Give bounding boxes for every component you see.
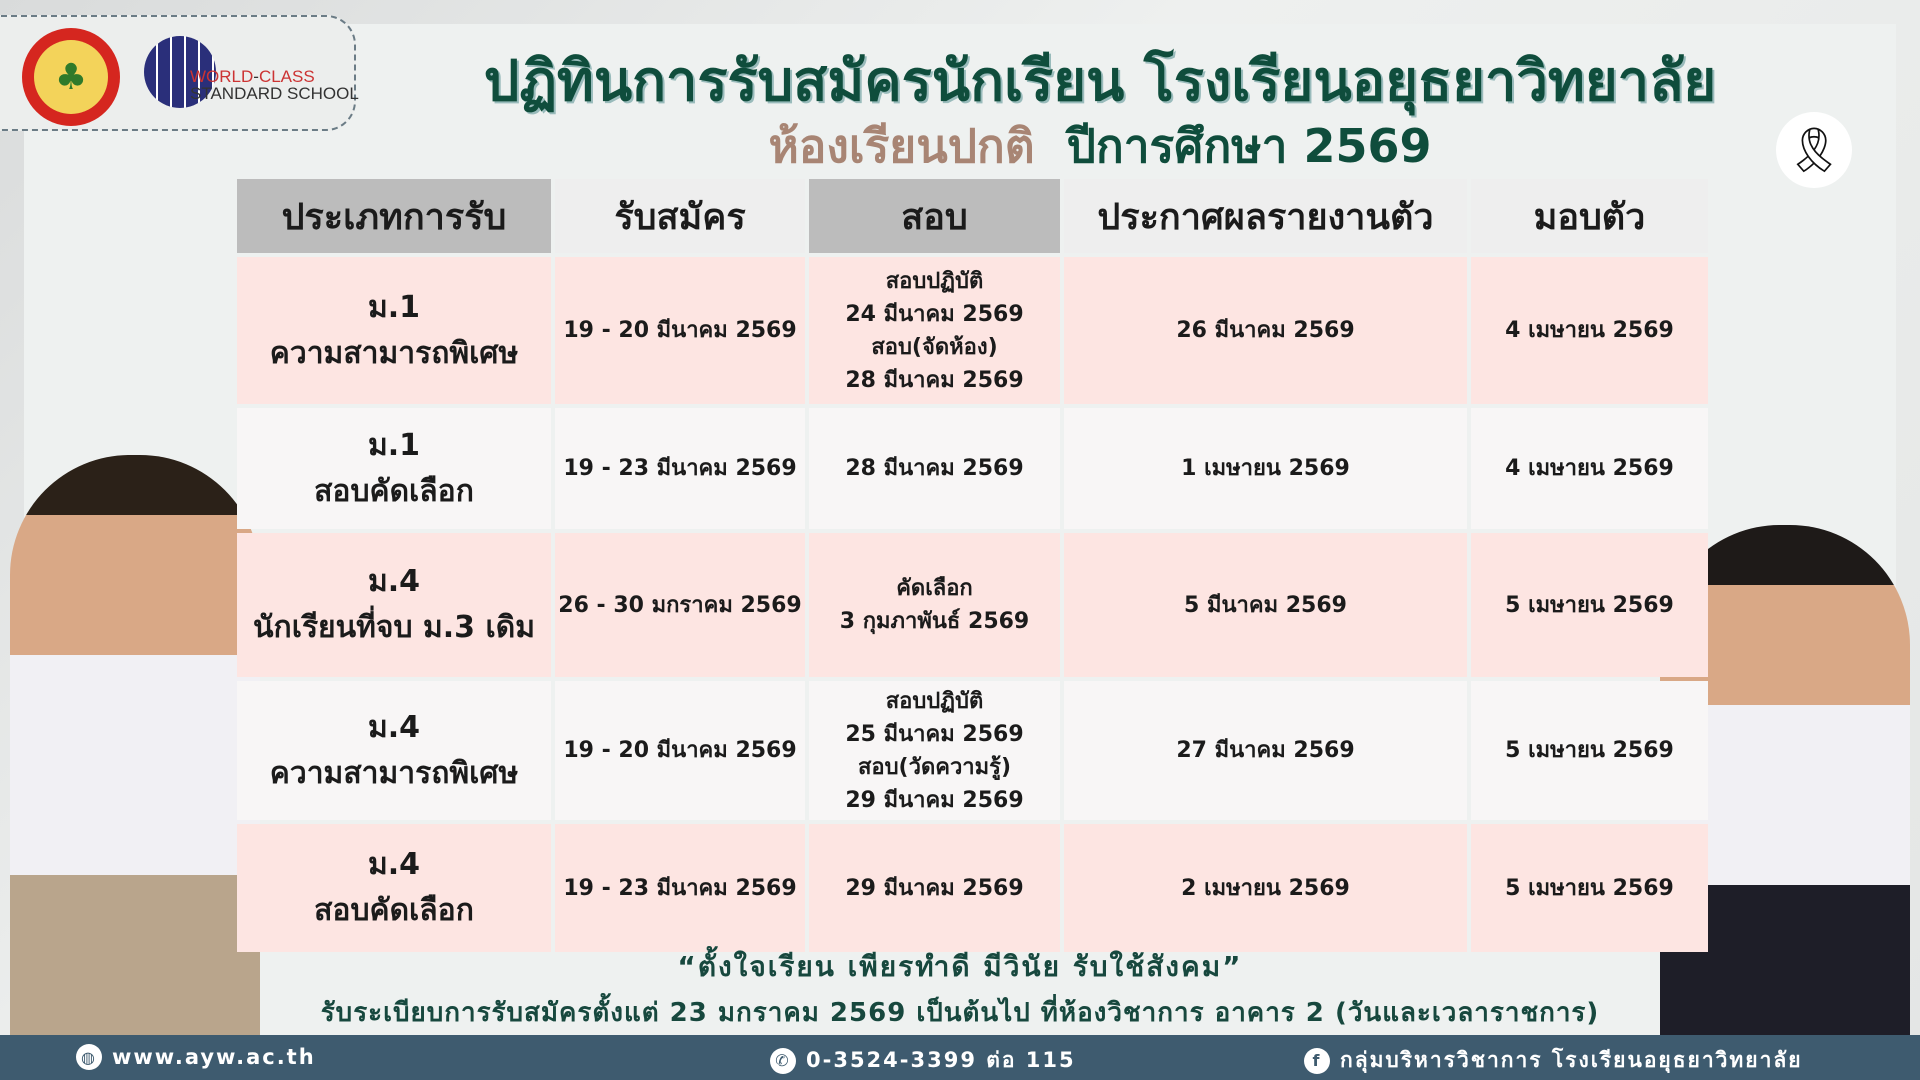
report-cell: 5 เมษายน 2569 bbox=[1471, 533, 1708, 677]
table-row: ม.4 สอบคัดเลือก 19 - 23 มีนาคม 2569 29 มี… bbox=[237, 824, 1708, 952]
facebook-icon: f bbox=[1304, 1047, 1330, 1074]
report-cell: 4 เมษายน 2569 bbox=[1471, 257, 1708, 404]
table-row: ม.1 ความสามารถพิเศษ 19 - 20 มีนาคม 2569 ส… bbox=[237, 257, 1708, 404]
exam-cell: สอบปฏิบัติ 25 มีนาคม 2569 สอบ(วัดความรู้) 2… bbox=[809, 681, 1060, 820]
exam-cell: 29 มีนาคม 2569 bbox=[809, 824, 1060, 952]
report-cell: 5 เมษายน 2569 bbox=[1471, 824, 1708, 952]
globe-icon: ◍ bbox=[76, 1044, 102, 1070]
table-row: ม.4 ความสามารถพิเศษ 19 - 20 มีนาคม 2569 ส… bbox=[237, 681, 1708, 820]
table-header-row: ประเภทการรับ รับสมัคร สอบ ประกาศผลรายงาน… bbox=[237, 179, 1708, 253]
header-apply: รับสมัคร bbox=[555, 179, 805, 253]
world-class-logo-text: WORLD-CLASS STANDARD SCHOOL bbox=[190, 67, 359, 103]
type-cell: ม.4 นักเรียนที่จบ ม.3 เดิม bbox=[237, 533, 551, 677]
announce-cell: 1 เมษายน 2569 bbox=[1064, 408, 1467, 529]
phone-icon: ✆ bbox=[770, 1047, 796, 1074]
male-student-photo bbox=[10, 455, 260, 1035]
footer-bar: ◍ www.ayw.ac.th ✆ 0-3524-3399 ต่อ 115 f กลุ… bbox=[0, 1035, 1920, 1080]
exam-cell: สอบปฏิบัติ 24 มีนาคม 2569 สอบ(จัดห้อง) 28 ม… bbox=[809, 257, 1060, 404]
facebook-link[interactable]: กลุ่มบริหารวิชาการ โรงเรียนอยุธยาวิทยาลั… bbox=[1340, 1048, 1803, 1072]
school-seal-logo: ♣ bbox=[22, 28, 120, 126]
phone-link[interactable]: 0-3524-3399 ต่อ 115 bbox=[806, 1048, 1076, 1072]
table-row: ม.1 สอบคัดเลือก 19 - 23 มีนาคม 2569 28 มี… bbox=[237, 408, 1708, 529]
announce-cell: 26 มีนาคม 2569 bbox=[1064, 257, 1467, 404]
header-report: มอบตัว bbox=[1471, 179, 1708, 253]
apply-cell: 26 - 30 มกราคม 2569 bbox=[555, 533, 805, 677]
apply-cell: 19 - 23 มีนาคม 2569 bbox=[555, 824, 805, 952]
footer-phone[interactable]: ✆ 0-3524-3399 ต่อ 115 bbox=[770, 1044, 1076, 1077]
apply-cell: 19 - 20 มีนาคม 2569 bbox=[555, 681, 805, 820]
registration-note: รับระเบียบการรับสมัครตั้งแต่ 23 มกราคม 2… bbox=[320, 998, 1600, 1028]
type-cell: ม.1 ความสามารถพิเศษ bbox=[237, 257, 551, 404]
tree-icon: ♣ bbox=[34, 40, 108, 114]
apply-cell: 19 - 20 มีนาคม 2569 bbox=[555, 257, 805, 404]
admission-schedule-table: ประเภทการรับ รับสมัคร สอบ ประกาศผลรายงาน… bbox=[233, 175, 1712, 956]
apply-cell: 19 - 23 มีนาคม 2569 bbox=[555, 408, 805, 529]
report-cell: 5 เมษายน 2569 bbox=[1471, 681, 1708, 820]
table-row: ม.4 นักเรียนที่จบ ม.3 เดิม 26 - 30 มกราคม… bbox=[237, 533, 1708, 677]
header-type: ประเภทการรับ bbox=[237, 179, 551, 253]
school-motto: “ตั้งใจเรียน เพียรทำดี มีวินัย รับใช้สัง… bbox=[677, 950, 1243, 983]
type-cell: ม.1 สอบคัดเลือก bbox=[237, 408, 551, 529]
header-announce: ประกาศผลรายงานตัว bbox=[1064, 179, 1467, 253]
type-cell: ม.4 สอบคัดเลือก bbox=[237, 824, 551, 952]
page-title: ปฏิทินการรับสมัครนักเรียน โรงเรียนอยุธยา… bbox=[483, 49, 1717, 114]
announce-cell: 2 เมษายน 2569 bbox=[1064, 824, 1467, 952]
type-cell: ม.4 ความสามารถพิเศษ bbox=[237, 681, 551, 820]
mourning-ribbon-icon: 🎗 bbox=[1776, 112, 1852, 188]
page-subtitle: ห้องเรียนปกติ ปีการศึกษา 2569 bbox=[768, 119, 1432, 173]
report-cell: 4 เมษายน 2569 bbox=[1471, 408, 1708, 529]
header-exam: สอบ bbox=[809, 179, 1060, 253]
exam-cell: คัดเลือก 3 กุมภาพันธ์ 2569 bbox=[809, 533, 1060, 677]
announce-cell: 5 มีนาคม 2569 bbox=[1064, 533, 1467, 677]
footer-website[interactable]: ◍ www.ayw.ac.th bbox=[76, 1044, 316, 1070]
world-class-globe-logo bbox=[144, 36, 216, 108]
website-link[interactable]: www.ayw.ac.th bbox=[112, 1045, 316, 1069]
exam-cell: 28 มีนาคม 2569 bbox=[809, 408, 1060, 529]
footer-facebook[interactable]: f กลุ่มบริหารวิชาการ โรงเรียนอยุธยาวิทยาล… bbox=[1304, 1044, 1803, 1077]
announce-cell: 27 มีนาคม 2569 bbox=[1064, 681, 1467, 820]
